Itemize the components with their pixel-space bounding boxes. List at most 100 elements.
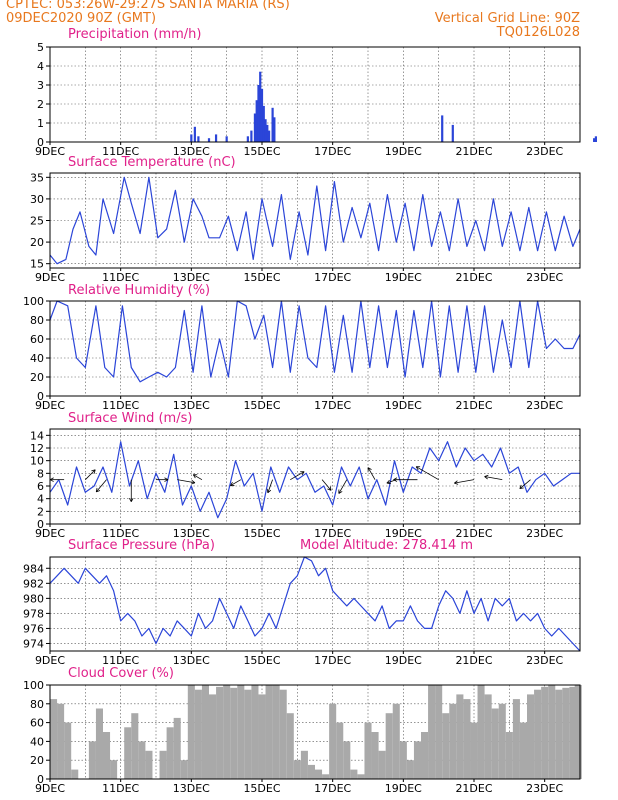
header-model-code: TQ0126L028: [496, 25, 580, 40]
cloud-cover-bar: [124, 727, 132, 779]
temperature-frame: [49, 172, 581, 269]
cloud-cover-bar: [336, 722, 344, 779]
wind-direction-arrow: [230, 479, 242, 487]
precipitation-title: Precipitation (mm/h): [68, 27, 202, 42]
wind-arrowhead: [386, 482, 391, 485]
wind-ytick-label: 10: [30, 455, 44, 468]
cloud-cover-bar: [201, 685, 209, 779]
cloud-cover-ytick-label: 20: [30, 754, 44, 767]
humidity-ytick-label: 40: [30, 352, 44, 365]
wind-arrowhead: [519, 484, 522, 489]
precipitation-bar: [255, 100, 258, 142]
header-datetime: 09DEC2020 90Z (GMT): [6, 11, 157, 26]
pressure-xtick-label: 21DEC: [455, 654, 492, 667]
wind-arrowhead: [454, 480, 458, 484]
pressure-xtick-label: 17DEC: [314, 654, 351, 667]
cloud-cover-bar: [194, 689, 202, 779]
wind-direction-arrow: [321, 479, 332, 491]
cloud-cover-bar: [166, 727, 174, 779]
cloud-cover-bar: [57, 703, 65, 779]
humidity-xtick-label: 17DEC: [314, 399, 351, 412]
wind-arrowhead: [95, 487, 98, 493]
cloud-cover-xtick-label: 19DEC: [385, 782, 422, 795]
cloud-cover-bar: [406, 760, 414, 779]
wind-arrowhead: [454, 482, 459, 485]
precipitation-xtick-label: 21DEC: [455, 145, 492, 158]
cloud-cover-bar: [399, 741, 407, 779]
precipitation-ytick-label: 2: [37, 98, 44, 111]
temperature-xtick-label: 11DEC: [102, 271, 139, 284]
wind-direction-arrow: [367, 467, 376, 480]
cloud-cover-bar: [216, 686, 224, 779]
temperature-ytick-label: 30: [30, 193, 44, 206]
temperature-series-line: [49, 176, 581, 265]
wind-xtick-label: 13DEC: [173, 527, 210, 540]
wind-ytick-label: 12: [30, 442, 44, 455]
cloud-cover-bar: [315, 769, 323, 779]
pressure-ytick-label: 982: [23, 577, 44, 590]
cloud-cover-ytick-label: 0: [37, 773, 44, 786]
cloud-cover-bar: [484, 694, 492, 779]
humidity-ytick-label: 20: [30, 371, 44, 384]
wind-arrowhead: [393, 477, 398, 481]
wind-direction-arrow: [290, 471, 305, 481]
wind-arrowhead: [367, 467, 372, 470]
wind-direction-arrow: [415, 466, 439, 481]
cloud-cover-xtick-label: 13DEC: [173, 782, 210, 795]
wind-direction-arrow: [454, 479, 475, 484]
temperature-panel: 15 20 25 30 35 9DEC 11DEC 13DEC 15DEC 17DEC 19DEC 2…: [30, 171, 581, 284]
cloud-cover-bar: [223, 685, 231, 779]
cloud-cover-bar: [258, 694, 266, 779]
cloud-cover-bar: [392, 703, 400, 779]
wind-arrowhead: [91, 469, 96, 472]
cloud-cover-ytick-label: 60: [30, 717, 44, 730]
wind-direction-arrow: [85, 469, 96, 480]
wind-arrowhead: [128, 497, 132, 502]
humidity-frame: [49, 300, 581, 397]
temperature-xtick-label: 17DEC: [314, 271, 351, 284]
cloud-cover-bar: [385, 713, 393, 779]
precipitation-ytick-label: 0: [37, 136, 44, 149]
cloud-cover-bar: [286, 713, 294, 779]
cloud-cover-bar: [569, 686, 577, 779]
precipitation-xtick-label: 13DEC: [173, 145, 210, 158]
precipitation-bar: [451, 124, 454, 142]
precipitation-bar: [271, 107, 274, 142]
cloud-cover-bar: [463, 699, 471, 779]
precipitation-ytick-label: 1: [37, 117, 44, 130]
wind-arrowhead: [484, 476, 488, 480]
wind-arrowhead: [93, 469, 96, 474]
wind-arrowhead: [191, 479, 196, 484]
precipitation-panel: 0 1 2 3 4 5 9DEC 11DEC 13DEC 15DEC 17DEC 19DEC 21DEC…: [35, 41, 597, 158]
wind-direction-arrow: [95, 479, 107, 493]
cloud-cover-bar: [505, 732, 513, 779]
cloud-cover-bar: [131, 713, 139, 779]
wind-direction-arrow: [193, 474, 203, 481]
cloud-cover-bar: [413, 741, 421, 779]
cloud-cover-bar: [428, 685, 436, 779]
temperature-xtick-label: 19DEC: [385, 271, 422, 284]
cloud-cover-bar: [50, 699, 58, 779]
temperature-xtick-label: 9DEC: [35, 271, 65, 284]
wind-arrowhead: [230, 482, 233, 486]
cloud-cover-title: Cloud Cover (%): [68, 666, 174, 681]
humidity-ytick-label: 80: [30, 314, 44, 327]
cloud-cover-bar: [187, 685, 195, 779]
wind-ytick-label: 6: [37, 480, 44, 493]
wind-arrowhead: [338, 491, 343, 494]
cloud-cover-bar: [364, 722, 372, 779]
cloud-cover-bar: [357, 774, 365, 779]
cloud-cover-bar: [173, 717, 181, 779]
precipitation-ytick-label: 5: [37, 41, 44, 54]
precipitation-bar: [253, 113, 257, 142]
cloud-cover-frame: [49, 684, 581, 780]
model-altitude-label: Model Altitude: 278.414 m: [300, 538, 474, 553]
wind-arrowhead: [484, 474, 489, 477]
precipitation-bar: [225, 136, 228, 142]
cloud-cover-bar: [371, 732, 379, 779]
cloud-cover-bar: [449, 703, 457, 779]
wind-arrowhead: [192, 474, 196, 479]
cloud-cover-bar: [237, 685, 245, 779]
wind-series-line: [49, 441, 580, 519]
wind-xtick-label: 9DEC: [35, 527, 65, 540]
